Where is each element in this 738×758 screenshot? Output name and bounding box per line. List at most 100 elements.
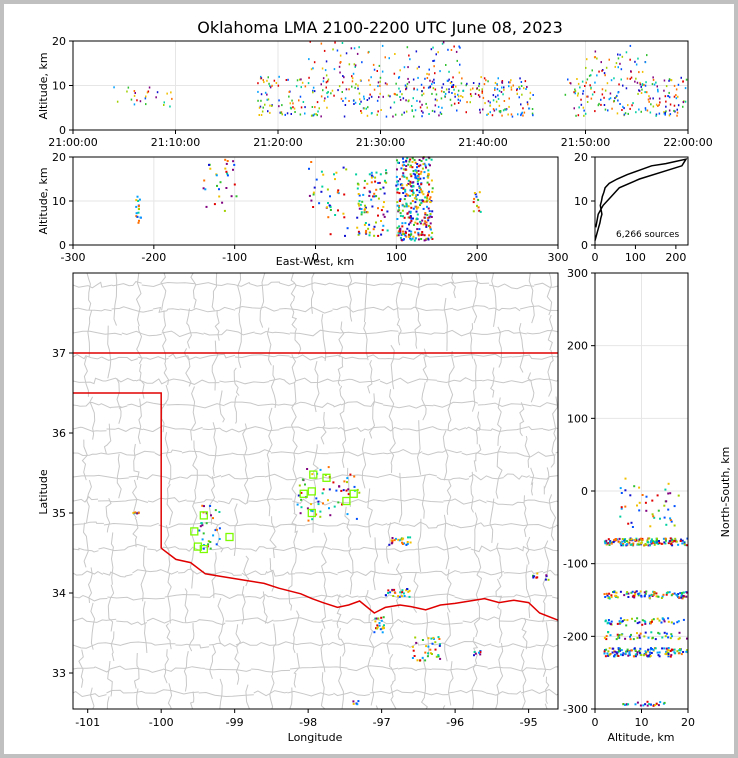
county-line <box>264 473 323 482</box>
source-point <box>652 105 655 108</box>
source-point <box>414 173 417 176</box>
source-point <box>358 46 360 49</box>
source-point <box>677 620 680 623</box>
source-point <box>605 539 608 542</box>
source-point <box>522 107 524 110</box>
source-point <box>313 113 316 116</box>
source-point <box>258 106 261 109</box>
source-point <box>618 620 621 623</box>
source-point <box>508 81 510 84</box>
source-point <box>457 93 459 96</box>
source-point <box>668 109 671 112</box>
source-point <box>374 617 377 620</box>
source-point <box>329 195 331 198</box>
source-point <box>304 112 306 115</box>
source-point <box>520 103 522 106</box>
source-point <box>380 616 383 619</box>
source-point <box>661 636 664 639</box>
source-point <box>669 492 672 495</box>
source-point <box>650 703 652 706</box>
source-point <box>518 86 520 89</box>
source-point <box>137 200 140 202</box>
source-point <box>267 98 270 101</box>
source-point <box>201 524 204 527</box>
source-point <box>382 95 384 98</box>
source-point <box>377 182 380 184</box>
source-point <box>619 62 621 65</box>
source-point <box>370 112 373 115</box>
county-line <box>162 666 205 672</box>
source-point <box>320 170 323 173</box>
source-point <box>601 69 603 72</box>
source-point <box>312 191 315 194</box>
county-line <box>273 546 333 552</box>
county-line <box>86 479 92 523</box>
source-point <box>448 91 450 94</box>
source-point <box>608 653 611 656</box>
source-point <box>416 189 418 192</box>
source-point <box>414 109 417 112</box>
county-line <box>287 690 334 697</box>
county-line <box>469 323 474 359</box>
source-point <box>617 57 620 60</box>
source-point <box>658 632 661 635</box>
county-line <box>190 386 197 441</box>
source-point <box>417 238 420 241</box>
county-line <box>442 430 449 481</box>
source-point <box>333 505 336 508</box>
source-point <box>395 184 398 187</box>
source-point <box>605 592 608 595</box>
source-point <box>652 542 655 544</box>
source-point <box>382 213 385 216</box>
source-point <box>501 114 503 117</box>
source-point <box>614 65 616 68</box>
source-point <box>322 488 325 491</box>
county-line <box>395 563 403 608</box>
source-point <box>474 92 477 95</box>
source-point <box>603 540 606 543</box>
source-point <box>656 539 658 542</box>
source-point <box>498 104 501 107</box>
source-point <box>330 92 332 95</box>
county-line <box>383 404 434 409</box>
county-line <box>161 384 169 433</box>
source-point <box>651 83 654 86</box>
source-point <box>658 542 661 544</box>
source-point <box>403 111 405 114</box>
source-point <box>366 114 369 117</box>
source-point <box>404 190 407 193</box>
source-point <box>479 111 481 114</box>
source-point <box>355 173 358 176</box>
source-point <box>669 540 671 542</box>
source-point <box>590 97 593 100</box>
source-point <box>615 62 618 65</box>
source-point <box>477 94 480 97</box>
county-line <box>442 280 490 286</box>
county-line <box>433 400 479 408</box>
source-point <box>357 84 359 87</box>
source-point <box>225 187 228 189</box>
source-point <box>224 167 227 170</box>
lma-station-marker <box>190 527 199 536</box>
source-point <box>636 543 639 546</box>
source-point <box>638 108 640 111</box>
source-point <box>410 185 413 188</box>
source-point <box>416 659 419 662</box>
source-point <box>137 221 140 224</box>
source-point <box>651 619 654 622</box>
source-point <box>640 110 642 113</box>
source-point <box>396 159 398 162</box>
source-point <box>350 47 353 50</box>
source-point <box>487 80 489 83</box>
source-point <box>307 519 310 522</box>
source-point <box>618 650 620 653</box>
source-point <box>658 651 661 654</box>
source-point <box>682 101 685 104</box>
source-point <box>340 61 342 63</box>
source-point <box>673 109 675 112</box>
source-point <box>332 48 334 51</box>
source-point <box>686 649 689 652</box>
source-point <box>673 524 676 527</box>
source-point <box>682 618 685 621</box>
source-point <box>404 234 407 237</box>
